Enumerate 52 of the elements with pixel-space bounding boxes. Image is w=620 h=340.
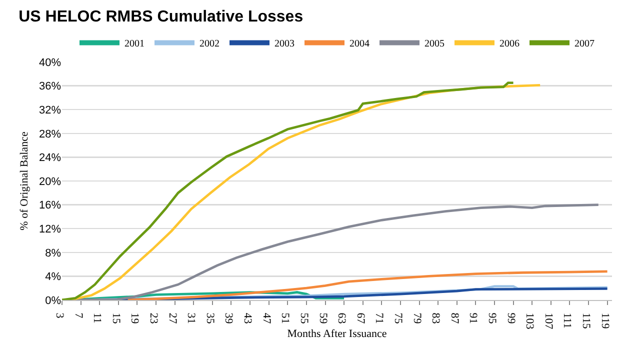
y-tick-label: 28% [38, 128, 62, 140]
x-axis-title: Months After Issuance [287, 328, 387, 340]
y-tick-label: 32% [38, 104, 62, 116]
x-tick-label: 23 [148, 312, 160, 324]
x-tick-label: 27 [166, 312, 178, 324]
x-tick-label: 59 [316, 312, 329, 324]
x-tick-label: 47 [260, 312, 272, 324]
x-tick-label: 75 [392, 312, 404, 324]
y-axis-title: % of Original Balance [18, 132, 31, 230]
y-tick-label: 20% [38, 176, 62, 188]
x-tick-label: 91 [467, 312, 480, 324]
y-tick-label: 4% [45, 271, 62, 284]
x-tick-label: 7 [72, 312, 84, 319]
y-tick-label: 0% [45, 294, 62, 307]
x-tick-label: 103 [524, 312, 536, 330]
line-series [126, 270, 608, 300]
x-tick-label: 115 [580, 312, 592, 330]
x-tick-label: 51 [279, 312, 292, 324]
x-tick-label: 39 [222, 312, 235, 324]
x-tick-label: 31 [185, 312, 198, 324]
x-tick-label: 87 [448, 312, 460, 324]
x-tick-label: 43 [242, 312, 254, 324]
x-tick-label: 55 [298, 312, 310, 324]
x-tick-label: 79 [410, 312, 423, 324]
legend-label: 2007 [574, 38, 594, 50]
x-tick-label: 95 [486, 312, 498, 324]
chart-title: US HELOC RMBS Cumulative Losses [18, 8, 304, 26]
x-tick-label: 119 [598, 312, 611, 330]
x-tick-label: 111 [561, 312, 574, 328]
legend-label: 2004 [350, 38, 370, 50]
legend-label: 2003 [274, 38, 294, 50]
x-tick-label: 63 [336, 312, 348, 324]
x-tick-label: 19 [128, 312, 141, 324]
y-tick-label: 16% [38, 200, 62, 212]
legend-label: 2002 [200, 38, 220, 50]
x-tick-label: 67 [354, 312, 366, 324]
legend-label: 2006 [500, 38, 520, 50]
y-tick-label: 8% [45, 247, 62, 260]
x-tick-label: 107 [542, 312, 554, 330]
x-tick-label: 3 [54, 312, 66, 319]
x-tick-label: 71 [373, 312, 386, 324]
legend-label: 2005 [424, 38, 444, 50]
x-tick-label: 15 [110, 312, 122, 324]
y-tick-label: 36% [38, 80, 62, 93]
x-tick-label: 83 [430, 312, 442, 324]
y-tick-label: 40% [38, 56, 62, 69]
x-tick-label: 35 [204, 312, 216, 324]
y-tick-label: 12% [38, 223, 62, 236]
x-tick-label: 11 [91, 312, 104, 324]
y-tick-label: 24% [38, 152, 62, 164]
x-tick-label: 99 [504, 312, 517, 324]
legend-label: 2001 [124, 38, 144, 50]
